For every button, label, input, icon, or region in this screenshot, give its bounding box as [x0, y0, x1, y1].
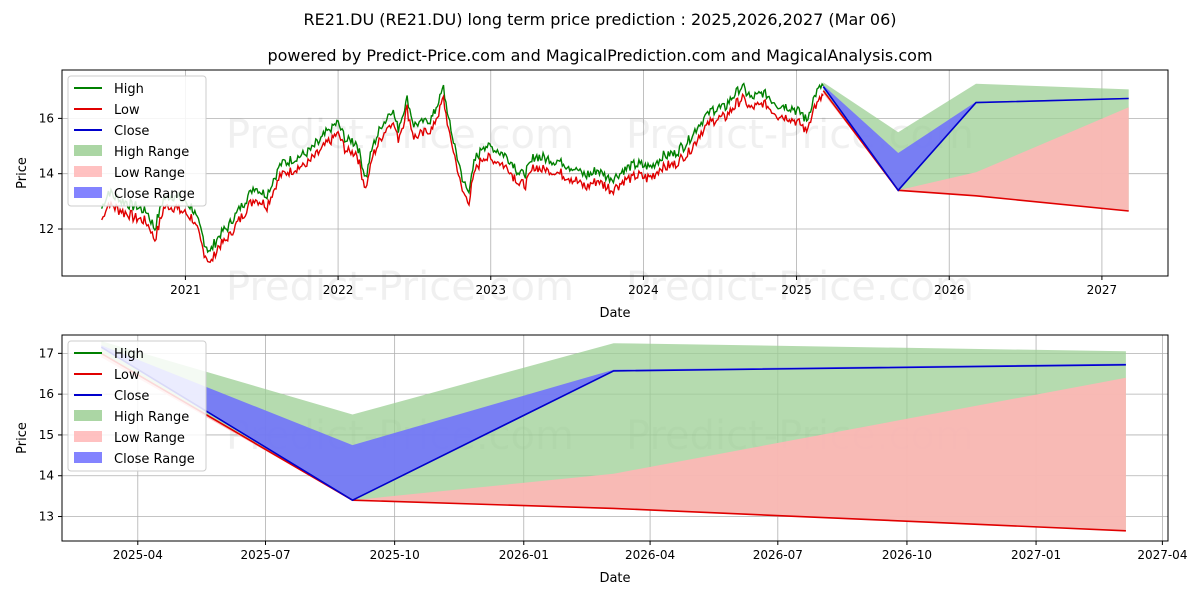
low-forecast-line [822, 90, 1129, 212]
x-tick-label: 2026-04 [625, 548, 675, 562]
x-axis-label: Date [599, 306, 630, 321]
close-range-area [101, 345, 1126, 501]
legend-box [67, 340, 207, 472]
x-tick-label: 2025 [781, 283, 812, 297]
y-tick-label: 16 [39, 387, 54, 401]
legend-label: Close Range [114, 187, 195, 202]
legend-area-swatch [74, 187, 102, 198]
watermark: Predict-Price.com [626, 264, 974, 310]
low-range-area [101, 353, 1126, 531]
x-tick-label: 2022 [323, 283, 354, 297]
legend: High Low Close High Range Low Range Close Ran… [67, 340, 207, 472]
x-tick-label: 2025-10 [370, 548, 420, 562]
y-tick-label: 13 [39, 510, 54, 524]
legend-area-swatch [74, 431, 102, 442]
x-tick-label: 2026 [934, 283, 965, 297]
legend-label: Close [114, 124, 149, 139]
legend-box [67, 75, 207, 207]
y-tick-label: 14 [39, 167, 54, 181]
legend: High Low Close High Range Low Range Close Ran… [67, 75, 207, 207]
x-tick-label: 2027-01 [1011, 548, 1061, 562]
y-axis-label: Price [15, 422, 30, 454]
low-forecast-line [100, 352, 1126, 532]
legend-label: High [114, 347, 144, 362]
x-axis-label: Date [599, 571, 630, 586]
x-tick-label: 2026-07 [753, 548, 803, 562]
chart-panel-1: Predict-Price.com Predict-Price.comPredic… [15, 69, 1169, 321]
legend-area-swatch [74, 452, 102, 463]
watermark: Predict-Price.com [226, 264, 574, 310]
legend-label: High Range [114, 145, 189, 160]
x-tick-label: 2027 [1087, 283, 1118, 297]
low-history-line [101, 92, 824, 264]
x-tick-label: 2025-07 [240, 548, 290, 562]
legend-label: High Range [114, 410, 189, 425]
chart-title: RE21.DU (RE21.DU) long term price predic… [303, 10, 897, 29]
legend-area-swatch [74, 145, 102, 156]
y-tick-label: 12 [39, 222, 54, 236]
legend-label: Low [114, 368, 140, 383]
plot-frame [61, 69, 1169, 277]
y-tick-label: 17 [39, 346, 54, 360]
x-tick-label: 2024 [628, 283, 659, 297]
x-tick-label: 2026-10 [882, 548, 932, 562]
y-axis-label: Price [15, 157, 30, 189]
chart-subtitle: powered by Predict-Price.com and Magical… [267, 46, 933, 65]
legend-label: Low [114, 103, 140, 118]
x-tick-label: 2026-01 [499, 548, 549, 562]
x-tick-label: 2023 [475, 283, 506, 297]
low-range-area [823, 90, 1129, 211]
legend-label: Low Range [114, 431, 185, 446]
y-tick-label: 15 [39, 428, 54, 442]
legend-area-swatch [74, 410, 102, 421]
legend-area-swatch [74, 166, 102, 177]
x-tick-label: 2025-04 [113, 548, 163, 562]
close-range-area [823, 85, 1129, 191]
y-tick-label: 14 [39, 469, 54, 483]
x-tick-label: 2021 [170, 283, 201, 297]
legend-label: High [114, 82, 144, 97]
close-forecast-line [822, 86, 1129, 192]
close-forecast-line [100, 346, 1126, 502]
chart-panel-2: Predict-Price.comPredict-Price.com2025-0… [15, 334, 1187, 586]
legend-label: Low Range [114, 166, 185, 181]
plot-frame [61, 334, 1169, 542]
x-tick-label: 2027-04 [1137, 548, 1187, 562]
legend-label: Close Range [114, 452, 195, 467]
high-history-line [101, 82, 824, 254]
y-tick-label: 16 [39, 111, 54, 125]
legend-label: Close [114, 389, 149, 404]
